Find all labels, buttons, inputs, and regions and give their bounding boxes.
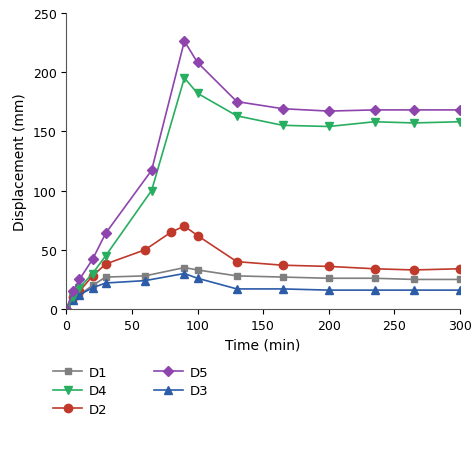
Line: D5: D5 — [63, 39, 463, 313]
D1 — [326, 276, 331, 281]
D4 — [372, 120, 377, 125]
D3 — [103, 281, 109, 286]
D5 — [149, 168, 155, 174]
D2 — [77, 289, 82, 294]
D4 — [326, 125, 331, 130]
D1 — [457, 277, 463, 283]
D1 — [64, 307, 69, 312]
D2 — [182, 224, 187, 229]
D3 — [411, 288, 417, 293]
D2 — [70, 295, 76, 300]
D2 — [90, 273, 95, 279]
D2 — [234, 259, 240, 265]
X-axis label: Time (min): Time (min) — [225, 338, 301, 352]
D4 — [64, 307, 69, 312]
D1 — [70, 297, 76, 303]
D4 — [70, 295, 76, 300]
D1 — [372, 276, 377, 281]
D5 — [70, 289, 76, 294]
D5 — [457, 108, 463, 113]
D3 — [77, 293, 82, 298]
D5 — [182, 39, 187, 45]
Y-axis label: Displacement (mm): Displacement (mm) — [13, 93, 27, 230]
D5 — [77, 277, 82, 283]
D3 — [326, 288, 331, 293]
Line: D4: D4 — [62, 75, 464, 313]
D5 — [103, 231, 109, 237]
D5 — [234, 100, 240, 105]
D5 — [411, 108, 417, 113]
D2 — [168, 230, 174, 235]
D3 — [372, 288, 377, 293]
D4 — [182, 76, 187, 81]
Legend: D1, D4, D2, D5, D3: D1, D4, D2, D5, D3 — [53, 366, 208, 416]
D1 — [90, 283, 95, 288]
D3 — [457, 288, 463, 293]
D4 — [457, 120, 463, 125]
D3 — [70, 297, 76, 303]
D1 — [142, 273, 148, 279]
D2 — [326, 264, 331, 269]
D2 — [103, 262, 109, 267]
D3 — [280, 287, 285, 292]
D5 — [372, 108, 377, 113]
D5 — [64, 307, 69, 312]
D2 — [457, 267, 463, 272]
D1 — [182, 265, 187, 271]
D4 — [77, 285, 82, 291]
D4 — [280, 123, 285, 129]
D1 — [280, 275, 285, 280]
D3 — [90, 285, 95, 291]
D1 — [103, 275, 109, 280]
D1 — [411, 277, 417, 283]
Line: D1: D1 — [63, 264, 463, 313]
D4 — [234, 114, 240, 119]
Line: D3: D3 — [62, 270, 464, 313]
D5 — [195, 61, 201, 66]
D3 — [195, 276, 201, 281]
D3 — [64, 307, 69, 312]
D3 — [234, 287, 240, 292]
D2 — [195, 233, 201, 239]
Line: D2: D2 — [62, 222, 464, 313]
D2 — [411, 268, 417, 273]
D5 — [280, 107, 285, 112]
D1 — [195, 268, 201, 273]
D5 — [90, 257, 95, 263]
D4 — [195, 91, 201, 97]
D5 — [326, 109, 331, 115]
D2 — [64, 307, 69, 312]
D1 — [234, 273, 240, 279]
D1 — [77, 293, 82, 298]
D4 — [149, 188, 155, 194]
D3 — [142, 278, 148, 284]
D4 — [103, 253, 109, 259]
D4 — [90, 271, 95, 277]
D3 — [182, 271, 187, 277]
D2 — [142, 248, 148, 253]
D2 — [372, 267, 377, 272]
D2 — [280, 263, 285, 268]
D4 — [411, 121, 417, 126]
